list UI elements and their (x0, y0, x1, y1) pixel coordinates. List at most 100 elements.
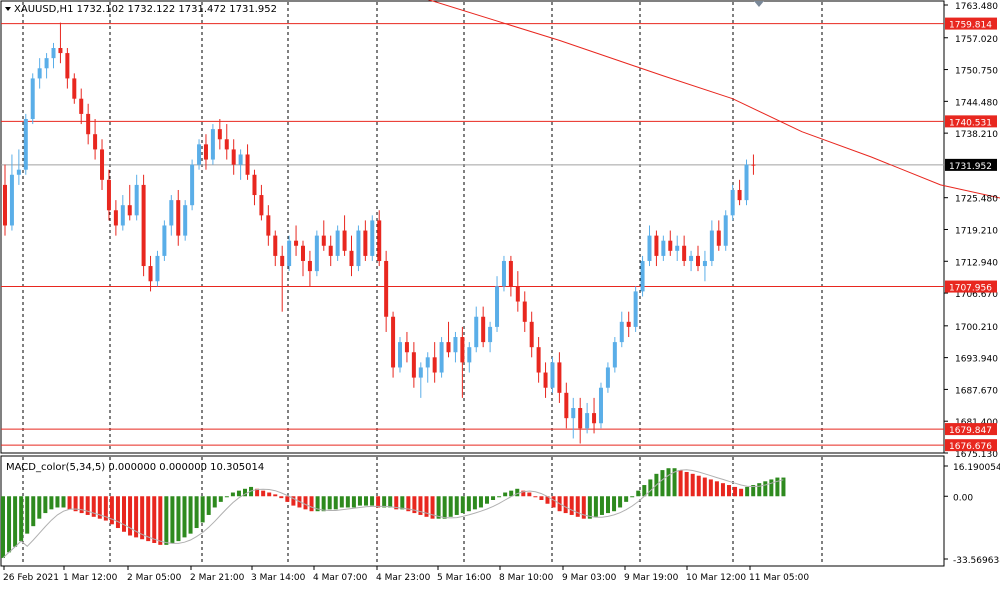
candle-body (418, 367, 423, 378)
candle-body (661, 240, 666, 256)
macd-bar (400, 496, 405, 510)
macd-bar (618, 496, 623, 508)
macd-bar (140, 496, 145, 540)
candle-body (682, 245, 687, 261)
macd-bar (702, 477, 707, 497)
main-panel[interactable] (0, 0, 945, 454)
candle-body (647, 235, 652, 261)
candle-body (176, 200, 181, 236)
macd-bar (666, 468, 671, 497)
candle-body (640, 260, 645, 292)
macd-bar (757, 483, 762, 497)
macd-bar (128, 496, 133, 536)
macd-bar (612, 496, 617, 512)
macd-bar (497, 496, 502, 498)
candle-body (384, 260, 389, 317)
candle-body (363, 230, 368, 256)
candle-body (585, 413, 590, 429)
macd-bar (37, 496, 42, 519)
macd-bar (545, 496, 550, 504)
macd-bar (158, 496, 163, 545)
candle-body (252, 174, 257, 196)
macd-bar (19, 496, 24, 542)
level-label: 1731.952 (949, 162, 992, 172)
macd-bar (152, 496, 157, 543)
candle-body (619, 321, 624, 343)
candle-body (515, 286, 520, 302)
candle-body (370, 220, 375, 256)
macd-panel[interactable] (0, 455, 945, 567)
time-label: 5 Mar 16:00 (437, 573, 492, 583)
macd-bar (733, 486, 738, 497)
candle-body (44, 58, 49, 69)
macd-bar (745, 486, 750, 497)
candle-body (522, 301, 527, 322)
candle-body (321, 235, 326, 246)
candle-body (488, 326, 493, 343)
candle-body (391, 316, 396, 368)
candle-body (183, 205, 188, 236)
macd-bar (7, 496, 12, 553)
macd-bar (430, 496, 435, 519)
candle-body (294, 240, 299, 246)
macd-tick-label: 0.00 (953, 493, 973, 503)
level-label: 1676.676 (949, 442, 992, 452)
macd-bar (103, 496, 108, 521)
candle-body (100, 149, 105, 180)
level-tag (945, 439, 997, 452)
macd-bar (357, 496, 362, 506)
macd-bar (1, 496, 5, 558)
macd-bar (91, 496, 96, 517)
candle-body (210, 129, 215, 160)
candle-body (51, 47, 56, 59)
candle-body (404, 342, 409, 353)
macd-bar (218, 496, 223, 502)
macd-bar (678, 470, 683, 497)
macd-bar (79, 496, 84, 514)
ma-line (427, 0, 1000, 199)
candle-body (592, 413, 597, 424)
chart-shift-marker-icon[interactable] (754, 1, 764, 7)
macd-bar (200, 496, 205, 523)
candle-body (349, 250, 354, 267)
macd-bar (279, 496, 284, 499)
macd-bar (170, 496, 175, 543)
candle-body (162, 225, 167, 256)
macd-bar (533, 496, 538, 498)
candle-body (411, 352, 416, 378)
candle-body (481, 316, 486, 343)
symbol-header[interactable]: XAUUSD,H1 1732.102 1732.122 1731.472 173… (5, 4, 277, 15)
macd-bar (412, 496, 417, 514)
macd-bar (587, 496, 592, 519)
macd-tick-label: 16.190054 (953, 463, 1000, 473)
symbol-info: XAUUSD,H1 1732.102 1732.122 1731.472 173… (14, 4, 277, 15)
time-label: 26 Feb 2021 (3, 573, 59, 583)
dropdown-arrow-icon[interactable] (5, 7, 11, 11)
candle-body (709, 230, 714, 261)
macd-bar (642, 485, 647, 497)
candle-body (3, 184, 7, 226)
macd-bar (206, 496, 211, 515)
macd-bar (696, 475, 701, 497)
macd-bar (303, 496, 308, 510)
macd-bars (1, 468, 786, 559)
macd-bar (563, 496, 568, 514)
macd-bar (315, 496, 320, 512)
macd-bar (569, 496, 574, 515)
macd-bar (775, 477, 780, 497)
candle-body (23, 118, 28, 170)
macd-bar (351, 496, 356, 508)
candle-body (141, 184, 146, 267)
macd-bar (708, 479, 713, 497)
macd-bar (442, 496, 447, 519)
macd-bar (176, 496, 181, 542)
macd-bar (194, 496, 199, 529)
macd-bar (285, 496, 290, 502)
candle-body (127, 205, 132, 216)
price-tick-label: 1750.750 (955, 67, 998, 77)
time-label: 2 Mar 21:00 (190, 573, 245, 583)
macd-signal-line (2, 469, 784, 559)
candle-body (398, 342, 403, 368)
macd-bar (164, 496, 169, 545)
